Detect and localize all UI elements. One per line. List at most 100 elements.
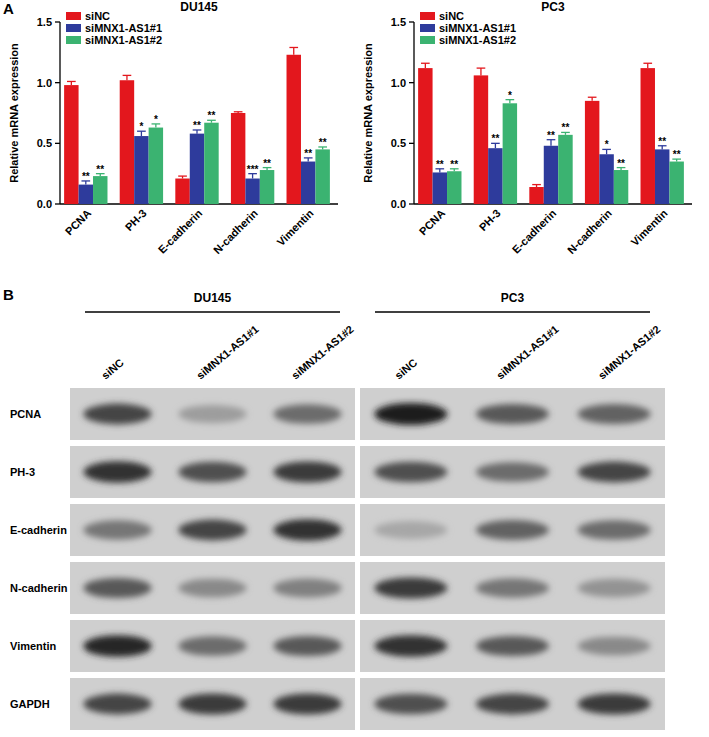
band xyxy=(476,694,549,715)
bar xyxy=(301,162,315,204)
band xyxy=(374,694,447,715)
error-cap xyxy=(532,184,541,185)
blot-strip xyxy=(360,620,665,672)
legend-swatch xyxy=(420,12,435,20)
bar xyxy=(433,172,447,204)
error-cap xyxy=(178,175,187,176)
x-tick-label: PH-3 xyxy=(123,207,149,233)
y-axis xyxy=(59,22,60,204)
error-line xyxy=(126,75,127,80)
bar xyxy=(64,85,78,204)
x-tick-label: Vimentin xyxy=(628,207,669,248)
band xyxy=(578,693,651,714)
y-axis-label: Relative mRNA expression xyxy=(8,43,20,183)
legend-label: siMNX1-AS1#2 xyxy=(439,34,516,46)
legend-swatch xyxy=(66,24,81,32)
bar xyxy=(245,179,259,204)
bar xyxy=(93,176,107,204)
band xyxy=(374,635,447,656)
band xyxy=(476,462,549,482)
y-tick xyxy=(55,82,60,83)
y-tick-label: 0.0 xyxy=(391,198,406,210)
bar xyxy=(585,101,599,204)
legend: siNCsiMNX1-AS1#1siMNX1-AS1#2 xyxy=(420,10,516,46)
bar xyxy=(614,170,628,204)
x-tick-label: E-cadherin xyxy=(510,207,559,256)
significance: ** xyxy=(304,148,312,159)
lane-label: siNC xyxy=(99,356,126,381)
band xyxy=(578,637,651,656)
y-tick-label: 0.5 xyxy=(391,137,406,149)
y-tick xyxy=(409,143,414,144)
blot-strip xyxy=(360,388,665,440)
bar xyxy=(204,123,218,204)
y-axis xyxy=(413,22,414,204)
bar xyxy=(231,113,245,204)
significance: ** xyxy=(562,122,570,133)
significance: ** xyxy=(547,130,555,141)
western-blot: DU145siNCsiMNX1-AS1#1siMNX1-AS1#2PC3siNC… xyxy=(10,291,665,730)
band xyxy=(178,462,246,483)
band xyxy=(83,404,151,425)
legend-label: siNC xyxy=(439,10,464,22)
band xyxy=(178,520,246,541)
y-tick xyxy=(55,203,60,204)
band xyxy=(374,462,447,483)
chart-title: DU145 xyxy=(180,0,218,14)
significance: ** xyxy=(658,136,666,147)
error-line xyxy=(647,63,648,68)
band xyxy=(178,579,246,598)
band xyxy=(374,403,447,425)
cell-line-bar xyxy=(85,311,340,312)
lane-label: siMNX1-AS1#2 xyxy=(289,323,356,382)
error-bar xyxy=(178,176,187,178)
band xyxy=(476,520,549,540)
band xyxy=(178,693,246,714)
band xyxy=(273,461,341,482)
bar xyxy=(287,55,301,204)
bar xyxy=(447,171,461,204)
bar xyxy=(134,136,148,204)
band xyxy=(374,577,447,598)
row-label: E-cadherin xyxy=(10,524,67,536)
y-tick-label: 1.0 xyxy=(391,77,406,89)
cell-line-label: DU145 xyxy=(194,291,232,305)
error-cap xyxy=(289,47,298,48)
row-label: Vimentin xyxy=(10,640,57,652)
blot-strip xyxy=(360,562,665,614)
band xyxy=(178,405,246,423)
significance: ** xyxy=(492,133,500,144)
band xyxy=(83,694,151,715)
band xyxy=(578,579,651,597)
error-bar xyxy=(588,97,597,101)
significance: *** xyxy=(247,164,259,175)
significance: ** xyxy=(617,158,625,169)
legend-label: siMNX1-AS1#1 xyxy=(439,22,516,34)
band xyxy=(476,636,549,656)
significance: ** xyxy=(319,137,327,148)
band xyxy=(476,578,549,597)
row-label: N-cadherin xyxy=(10,582,68,594)
y-tick-label: 1.0 xyxy=(37,77,52,89)
blot-strip xyxy=(360,504,665,556)
band xyxy=(273,636,341,656)
cell-line-label: PC3 xyxy=(501,291,525,305)
y-tick xyxy=(409,82,414,83)
x-tick-label: Vimentin xyxy=(274,207,315,248)
significance: * xyxy=(154,114,158,125)
row-label: PCNA xyxy=(10,408,41,420)
y-tick-label: 0.0 xyxy=(37,198,52,210)
bar xyxy=(418,68,432,204)
bar xyxy=(474,75,488,204)
y-tick xyxy=(409,203,414,204)
annotations: ****************** xyxy=(436,90,681,170)
error-bar xyxy=(643,63,652,68)
error-bar xyxy=(234,112,243,113)
band xyxy=(578,520,651,540)
bar xyxy=(503,103,517,204)
bar xyxy=(558,135,572,204)
legend-swatch xyxy=(66,36,81,44)
blot-strip xyxy=(70,446,355,498)
bar xyxy=(149,128,163,204)
band xyxy=(83,635,151,657)
